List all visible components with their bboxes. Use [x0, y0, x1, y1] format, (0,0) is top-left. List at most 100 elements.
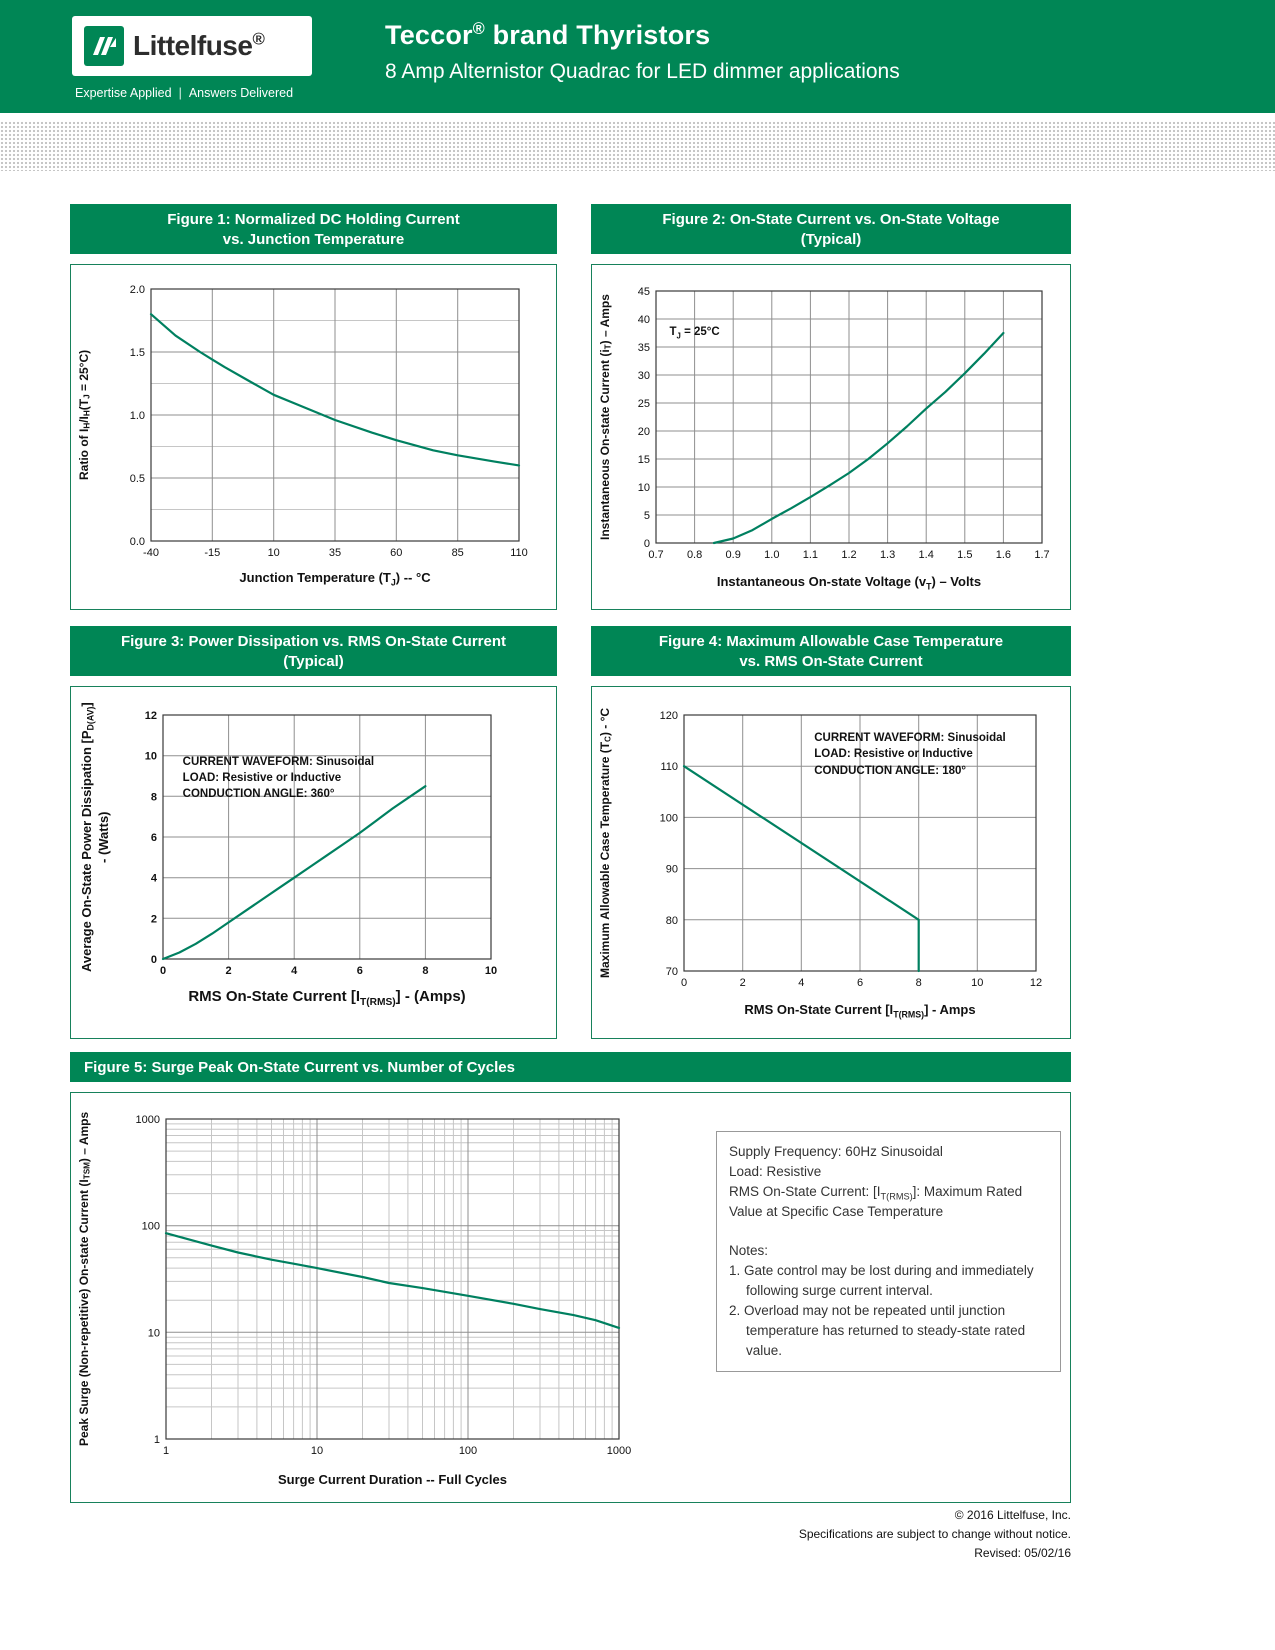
figure2-title-line1: Figure 2: On-State Current vs. On-State …	[662, 210, 1000, 228]
svg-text:85: 85	[452, 547, 464, 559]
svg-text:1.1: 1.1	[803, 549, 818, 561]
svg-text:0: 0	[151, 954, 157, 966]
svg-text:1.3: 1.3	[880, 549, 895, 561]
svg-text:1: 1	[154, 1434, 160, 1446]
svg-text:110: 110	[660, 761, 678, 773]
figure5-y-axis-label: Peak Surge (Non-repetitive) On-state Cur…	[77, 1111, 92, 1447]
figure5-plot: 1 10 100 1000 1 10 100 1000	[136, 1114, 631, 1457]
revision-line: Revised: 05/02/16	[974, 1546, 1071, 1561]
svg-text:0.8: 0.8	[687, 549, 702, 561]
svg-text:0.9: 0.9	[726, 549, 741, 561]
page-footer: © 2016 Littelfuse, Inc. Specifications a…	[799, 1506, 1071, 1564]
svg-text:70: 70	[666, 966, 678, 978]
figure1-plot: -40 -15 10 35 60 85 110 0.0 0.5 1.0 1.5 2.0	[130, 284, 528, 559]
figure1-y-axis-label: Ratio of IH/IH(TJ = 25°C)	[77, 349, 92, 481]
chart-annotation: TJ = 25°C	[669, 325, 720, 341]
svg-text:4: 4	[151, 873, 158, 885]
note-item: 2. Overload may not be repeated until ju…	[729, 1302, 1026, 1358]
svg-text:20: 20	[638, 426, 650, 438]
svg-text:1000: 1000	[607, 1445, 631, 1457]
figure4-chart-box: Maximum Allowable Case Temperature (TC) …	[591, 686, 1071, 1039]
svg-text:2: 2	[151, 913, 157, 925]
figure4-chart: Maximum Allowable Case Temperature (TC) …	[592, 699, 1070, 1050]
svg-text:0: 0	[160, 965, 166, 977]
figure2-chart: Instantaneous On-state Current (iT) – Am…	[592, 275, 1070, 619]
svg-text:1.0: 1.0	[130, 410, 145, 422]
figure5-chart-box: Peak Surge (Non-repetitive) On-state Cur…	[70, 1092, 1071, 1503]
figure3-y-axis-label: Average On-State Power Dissipation [PD(A…	[79, 702, 111, 972]
svg-text:-15: -15	[204, 547, 220, 559]
svg-text:0: 0	[681, 977, 687, 989]
svg-text:6: 6	[857, 977, 863, 989]
figure3-x-axis-label: RMS On-State Current [IT(RMS)] - (Amps)	[188, 988, 466, 1008]
svg-text:100: 100	[459, 1445, 477, 1457]
notes-title: Notes:	[729, 1242, 769, 1258]
figure5-chart: Peak Surge (Non-repetitive) On-state Cur…	[71, 1107, 1070, 1516]
svg-text:1000: 1000	[136, 1114, 160, 1126]
svg-text:100: 100	[660, 812, 678, 824]
header-title-block: Teccor® brand Thyristors 8 Amp Alternist…	[385, 20, 900, 84]
svg-text:0: 0	[644, 538, 650, 550]
copyright-line: © 2016 Littelfuse, Inc.	[954, 1508, 1071, 1522]
littelfuse-logo: Littelfuse®	[72, 16, 312, 76]
figure2-title-bar: Figure 2: On-State Current vs. On-State …	[591, 204, 1071, 254]
svg-text:1.7: 1.7	[1034, 549, 1049, 561]
figure3-title-line1: Figure 3: Power Dissipation vs. RMS On-S…	[120, 632, 507, 650]
figure5-title-bar: Figure 5: Surge Peak On-State Current vs…	[70, 1052, 1071, 1082]
svg-text:35: 35	[638, 342, 650, 354]
svg-text:10: 10	[145, 751, 157, 763]
svg-text:8: 8	[916, 977, 922, 989]
document-title: Teccor® brand Thyristors	[385, 20, 711, 50]
svg-text:1.6: 1.6	[996, 549, 1011, 561]
littelfuse-logo-icon	[84, 26, 124, 66]
svg-text:1.2: 1.2	[841, 549, 856, 561]
svg-text:8: 8	[422, 965, 428, 977]
svg-text:1.5: 1.5	[957, 549, 972, 561]
note-item: 1. Gate control may be lost during and i…	[729, 1262, 1034, 1298]
figure3-title-bar: Figure 3: Power Dissipation vs. RMS On-S…	[70, 626, 557, 676]
surge-conditions-note: Supply Frequency: 60Hz Sinusoidal Load: …	[716, 1131, 1061, 1372]
svg-text:-40: -40	[143, 547, 159, 559]
svg-text:6: 6	[357, 965, 363, 977]
chart-annotation: CURRENT WAVEFORM: Sinusoidal LOAD: Resist…	[814, 732, 1006, 777]
figure5-x-axis-label: Surge Current Duration -- Full Cycles	[278, 1472, 507, 1487]
svg-text:2: 2	[740, 977, 746, 989]
page-header: Littelfuse® Expertise Applied | Answers De…	[0, 0, 1275, 113]
figure1-chart: Ratio of IH/IH(TJ = 25°C) -40 -15 10 35 60 85…	[71, 275, 556, 619]
figure2-plot: 0.7 0.8 0.9 1.0 1.1 1.2 1.3 1.4 1.5 1.6 1.7 0 5 10 15 2…	[638, 286, 1050, 561]
figure4-title-bar: Figure 4: Maximum Allowable Case Tempera…	[591, 626, 1071, 676]
figure4-title-line1: Figure 4: Maximum Allowable Case Tempera…	[658, 632, 1004, 650]
brand-tagline: Expertise Applied | Answers Delivered	[75, 86, 293, 100]
svg-text:2: 2	[226, 965, 232, 977]
svg-text:40: 40	[638, 314, 650, 326]
svg-text:10: 10	[971, 977, 983, 989]
svg-text:15: 15	[638, 454, 650, 466]
svg-text:6: 6	[151, 832, 157, 844]
spacer	[729, 1222, 1048, 1241]
svg-text:10: 10	[148, 1327, 160, 1339]
svg-text:10: 10	[485, 965, 497, 977]
svg-text:1.4: 1.4	[919, 549, 934, 561]
figure4-y-axis-label: Maximum Allowable Case Temperature (TC) …	[598, 707, 613, 979]
svg-text:4: 4	[798, 977, 804, 989]
figure2-x-axis-label: Instantaneous On-state Voltage (vT) – Vo…	[716, 574, 982, 592]
svg-text:0.7: 0.7	[648, 549, 663, 561]
figure1-title-bar: Figure 1: Normalized DC Holding Current …	[70, 204, 557, 254]
svg-text:1.0: 1.0	[764, 549, 779, 561]
svg-text:12: 12	[145, 710, 157, 722]
tagline-separator: |	[178, 86, 182, 100]
figure2-title-line2: (Typical)	[800, 230, 862, 248]
svg-text:10: 10	[638, 482, 650, 494]
figure3-plot: 0 2 4 6 8 10 0 2 4 6 8 10 12	[145, 710, 497, 977]
svg-text:12: 12	[1030, 977, 1042, 989]
figure1-chart-box: Ratio of IH/IH(TJ = 25°C) -40 -15 10 35 60 85…	[70, 264, 557, 610]
halftone-pattern-band	[0, 121, 1275, 171]
figure4-title-line2: vs. RMS On-State Current	[739, 652, 923, 670]
littelfuse-wordmark: Littelfuse®	[133, 29, 265, 61]
disclaimer-line: Specifications are subject to change wit…	[798, 1527, 1071, 1542]
svg-text:1.5: 1.5	[130, 347, 145, 359]
svg-text:1: 1	[163, 1445, 169, 1457]
figure4-x-axis-label: RMS On-State Current [IT(RMS)] - Amps	[744, 1002, 976, 1020]
surge-condition-line: Supply Frequency: 60Hz Sinusoidal	[729, 1144, 943, 1159]
